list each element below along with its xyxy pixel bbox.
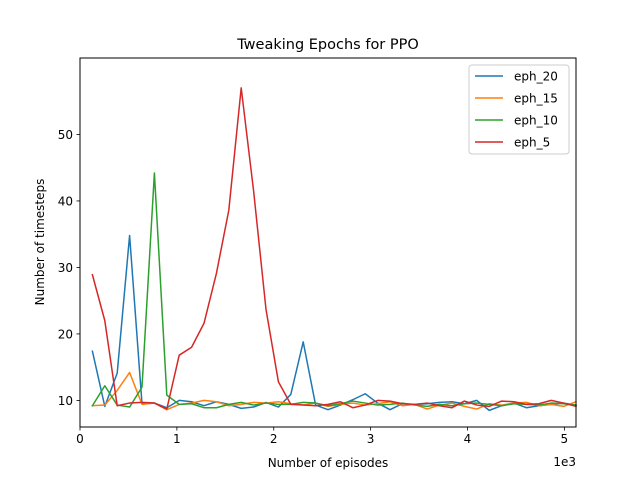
x-tick-label: 0 [76,432,84,446]
legend-label-eph-15: eph_15 [514,92,558,106]
legend-label-eph-5: eph_5 [514,136,550,150]
x-tick-label: 4 [464,432,472,446]
x-tick-label: 1 [173,432,181,446]
chart-title: Tweaking Epochs for PPO [236,37,419,53]
x-axis-label: Number of episodes [268,456,389,470]
series-line-eph-5 [91,87,577,410]
y-tick-label: 20 [58,327,73,341]
x-axis-offset-text: 1e3 [553,455,576,469]
x-axis: 0 1 2 3 4 5 [76,427,568,446]
y-axis: 10 20 30 40 50 [58,128,80,408]
series-line-eph-20 [91,234,577,412]
legend-box [468,64,570,155]
y-tick-label: 30 [58,261,73,275]
y-tick-label: 10 [58,394,73,408]
plot-lines [91,87,577,412]
y-tick-label: 40 [58,194,73,208]
legend: eph_20 eph_15 eph_10 eph_5 [468,64,570,155]
plot-frame [79,57,577,428]
x-tick-label: 5 [561,432,569,446]
legend-entries: eph_20 eph_15 eph_10 eph_5 [475,70,558,150]
legend-label-eph-20: eph_20 [514,70,558,84]
x-tick-label: 2 [270,432,278,446]
legend-label-eph-10: eph_10 [514,114,558,128]
x-tick-label: 3 [367,432,375,446]
series-line-eph-10 [91,172,577,409]
y-tick-label: 50 [58,128,73,142]
y-axis-label: Number of timesteps [33,179,47,306]
